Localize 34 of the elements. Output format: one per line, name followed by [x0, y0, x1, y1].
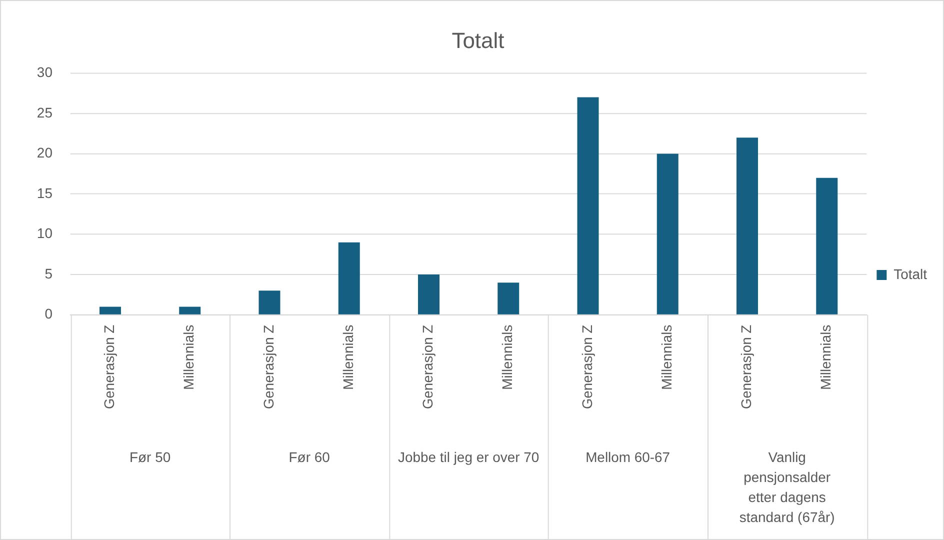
text: Før 50 — [130, 449, 171, 466]
bar — [656, 154, 678, 314]
x-tick-label: Millennials — [658, 324, 674, 390]
bar — [418, 274, 440, 314]
text: Mellom 60-67 — [586, 449, 670, 466]
bar — [577, 97, 599, 314]
text: Jobbe til jeg er over 70 — [398, 449, 540, 466]
y-tick-label: 25 — [36, 104, 53, 120]
x-tick-label: Generasjon Z — [101, 324, 118, 410]
x-tick-label: Millennials — [180, 324, 197, 390]
y-tick-label: 15 — [36, 184, 53, 201]
text: Før 60 — [288, 449, 330, 466]
bar — [498, 282, 520, 314]
x-tick-label: Generasjon Z — [420, 324, 436, 410]
y-tick-label: 20 — [36, 144, 53, 161]
bar — [179, 306, 201, 314]
y-tick-label: 5 — [44, 265, 53, 282]
x-tick-label: Generasjon Z — [578, 324, 595, 410]
x-tick-label: Generasjon Z — [738, 324, 754, 410]
y-tick-label: 10 — [36, 225, 53, 242]
x-tick-label: Millennials — [499, 324, 516, 390]
y-tick-label: 30 — [36, 64, 53, 80]
x-tick-label: Millennials — [818, 324, 834, 390]
text: Vanlig pensjonsalder etter dagens standard (67år) — [739, 449, 835, 525]
legend-label: Totalt — [894, 266, 928, 282]
x-tick-label: Millennials — [340, 324, 356, 390]
bar — [736, 138, 758, 314]
bar — [338, 242, 360, 314]
chart-title: Totalt — [452, 28, 504, 54]
x-tick-label: Generasjon Z — [260, 324, 276, 410]
bar — [99, 306, 121, 314]
y-tick-label: 0 — [44, 306, 53, 322]
bar — [258, 290, 280, 314]
bar — [816, 178, 838, 314]
